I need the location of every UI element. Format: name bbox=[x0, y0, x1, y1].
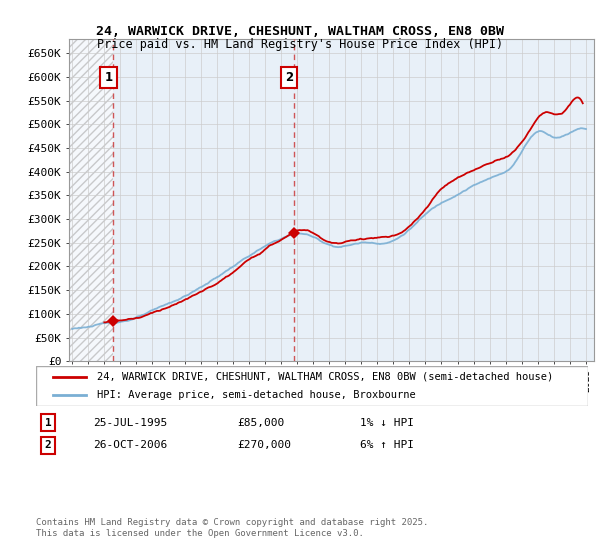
Text: 2: 2 bbox=[44, 440, 52, 450]
Text: 6% ↑ HPI: 6% ↑ HPI bbox=[360, 440, 414, 450]
Text: 2: 2 bbox=[285, 71, 293, 85]
Text: 1: 1 bbox=[44, 418, 52, 428]
Bar bbox=[69, 39, 113, 361]
Text: Price paid vs. HM Land Registry's House Price Index (HPI): Price paid vs. HM Land Registry's House … bbox=[97, 38, 503, 51]
Text: 26-OCT-2006: 26-OCT-2006 bbox=[93, 440, 167, 450]
Text: 24, WARWICK DRIVE, CHESHUNT, WALTHAM CROSS, EN8 0BW: 24, WARWICK DRIVE, CHESHUNT, WALTHAM CRO… bbox=[96, 25, 504, 38]
Text: HPI: Average price, semi-detached house, Broxbourne: HPI: Average price, semi-detached house,… bbox=[97, 390, 415, 400]
Text: 1: 1 bbox=[104, 71, 113, 85]
FancyBboxPatch shape bbox=[36, 366, 588, 406]
Text: 24, WARWICK DRIVE, CHESHUNT, WALTHAM CROSS, EN8 0BW (semi-detached house): 24, WARWICK DRIVE, CHESHUNT, WALTHAM CRO… bbox=[97, 372, 553, 382]
Text: 1% ↓ HPI: 1% ↓ HPI bbox=[360, 418, 414, 428]
Text: 25-JUL-1995: 25-JUL-1995 bbox=[93, 418, 167, 428]
Text: £270,000: £270,000 bbox=[237, 440, 291, 450]
Text: Contains HM Land Registry data © Crown copyright and database right 2025.
This d: Contains HM Land Registry data © Crown c… bbox=[36, 518, 428, 538]
Text: £85,000: £85,000 bbox=[237, 418, 284, 428]
